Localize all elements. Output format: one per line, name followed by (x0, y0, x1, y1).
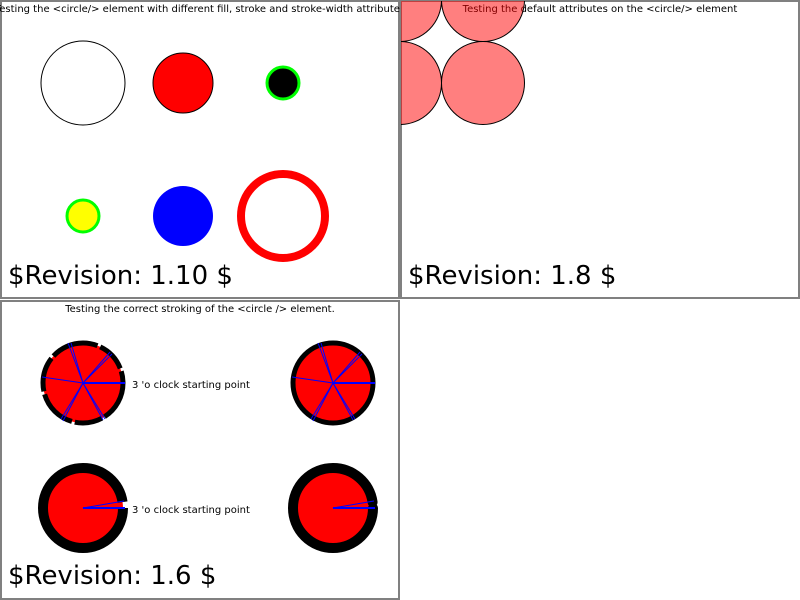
panel-title: Testing the correct stroking of the <cir… (64, 304, 335, 315)
spoke-lines (291, 342, 375, 422)
revision-label: $Revision: 1.10 $ (8, 261, 233, 291)
blue-circle (153, 186, 213, 246)
panel-border (400, 0, 800, 299)
yellow-green-circle (65, 198, 101, 234)
red-circle (152, 52, 214, 114)
spoke-lines (82, 500, 125, 509)
spoke-lines (41, 342, 125, 422)
spoke-lines (332, 500, 375, 509)
revision-label: $Revision: 1.8 $ (408, 261, 616, 291)
revision-label: $Revision: 1.6 $ (8, 561, 216, 591)
panel-circle-defaults: Testing the default attributes on the <c… (400, 0, 800, 299)
default-circle (401, 1, 442, 42)
black-green-circle (265, 65, 301, 101)
panel-circle-attributes: Testing the <circle/> element with diffe… (0, 0, 405, 299)
panel-border (0, 0, 400, 299)
red-ring-circle (237, 170, 329, 262)
starting-point-label: 3 'o clock starting point (132, 505, 250, 516)
starting-point-label: 3 'o clock starting point (132, 380, 250, 391)
default-circle (441, 41, 525, 125)
panel-title: Testing the default attributes on the <c… (462, 4, 738, 15)
panel-title: Testing the <circle/> element with diffe… (0, 4, 405, 15)
panel-circle-stroking: Testing the correct stroking of the <cir… (0, 300, 400, 600)
white-circle (40, 40, 126, 126)
